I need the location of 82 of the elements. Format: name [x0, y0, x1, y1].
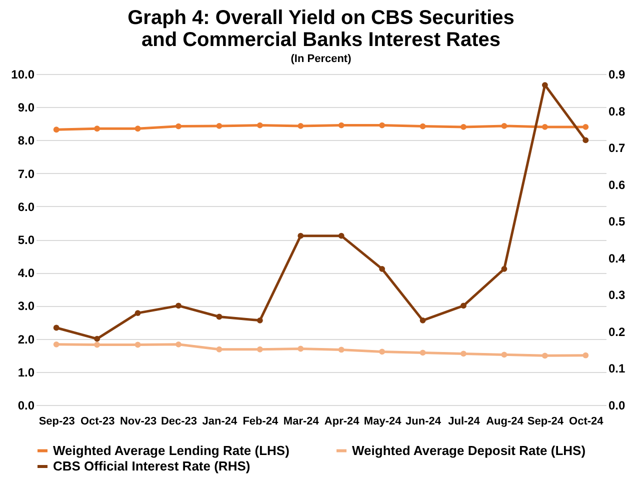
legend-label: CBS Official Interest Rate (RHS) [53, 458, 250, 474]
point [582, 352, 589, 358]
y-tick-label: 6.0 [18, 200, 35, 214]
y-tick-label: 10.0 [11, 68, 35, 82]
point [298, 123, 304, 129]
point [338, 232, 344, 239]
x-tick-label: Sep-24 [527, 416, 564, 428]
point [298, 346, 304, 352]
point [501, 123, 508, 129]
y-tick-label: 7.0 [18, 166, 35, 181]
legend-label: Weighted Average Deposit Rate (LHS) [352, 442, 586, 458]
x-tick-label: Dec-23 [160, 416, 198, 428]
point [53, 126, 60, 133]
y-tick-label: 1.0 [18, 365, 35, 380]
y2-tick-label: 0.9 [608, 68, 626, 82]
point [542, 124, 548, 130]
y2-tick-label: 0.7 [608, 141, 626, 156]
x-tick-label: Jun-24 [406, 416, 442, 428]
point [379, 348, 386, 355]
y-tick-label: 2.0 [18, 332, 35, 346]
point [460, 124, 466, 130]
y-tick-label: 4.0 [18, 266, 35, 280]
x-tick-label: Jul-24 [448, 416, 481, 428]
y-tick-label: 9.0 [18, 100, 35, 115]
point [582, 137, 589, 144]
y2-tick-label: 0.5 [608, 214, 626, 229]
point [379, 266, 386, 272]
y-tick-label: 5.0 [18, 233, 35, 247]
point [94, 336, 100, 342]
point [94, 342, 100, 348]
point [216, 346, 222, 352]
point [460, 350, 466, 357]
point [176, 123, 182, 130]
chart-subtitle: (In Percent) [290, 53, 352, 65]
chart-title: Graph 4: Overall Yield on CBS Securities and Commercial Banks Interest Rates [128, 7, 514, 51]
point [134, 310, 141, 316]
y-tick-label: 3.0 [18, 299, 35, 314]
x-tick-label: Aug-24 [486, 416, 524, 428]
point [216, 123, 222, 129]
point [176, 341, 182, 348]
x-tick-label: May-24 [364, 416, 402, 428]
point [53, 324, 60, 331]
point [542, 82, 548, 88]
point [134, 126, 141, 132]
x-tick-label: Nov-23 [120, 416, 157, 428]
x-tick-label: Feb-24 [242, 416, 280, 428]
point [379, 122, 386, 128]
x-tick-label: Mar-24 [283, 416, 320, 428]
point [582, 124, 589, 130]
point [338, 346, 344, 353]
point [134, 342, 141, 348]
point [420, 123, 426, 130]
point [53, 341, 60, 348]
y-tick-label: 8.0 [18, 134, 35, 148]
point [94, 126, 100, 132]
y2-tick-label: 0.8 [608, 104, 626, 118]
point [298, 232, 304, 239]
legend-label: Weighted Average Lending Rate (LHS) [53, 442, 290, 458]
y2-tick-label: 0.2 [608, 324, 626, 339]
point [460, 302, 466, 309]
x-tick-label: Oct-24 [569, 416, 604, 428]
y2-tick-label: 0.1 [608, 362, 626, 376]
point [256, 346, 263, 352]
x-tick-label: Sep-23 [38, 416, 75, 428]
y2-tick-label: 0.0 [608, 398, 626, 412]
point [338, 122, 344, 128]
y2-tick-label: 0.3 [608, 288, 626, 302]
point [216, 314, 222, 320]
point [501, 266, 508, 272]
y-tick-label: 0.0 [18, 398, 35, 412]
x-tick-label: Oct-23 [80, 416, 115, 428]
y2-tick-label: 0.6 [608, 178, 626, 192]
y2-tick-label: 0.4 [608, 251, 626, 266]
point [176, 302, 182, 309]
point [420, 317, 426, 324]
x-tick-label: Apr-24 [324, 416, 360, 428]
point [256, 122, 263, 128]
point [420, 350, 426, 356]
point [542, 352, 548, 359]
x-tick-label: Jan-24 [202, 416, 238, 428]
point [501, 352, 508, 358]
point [256, 317, 263, 324]
